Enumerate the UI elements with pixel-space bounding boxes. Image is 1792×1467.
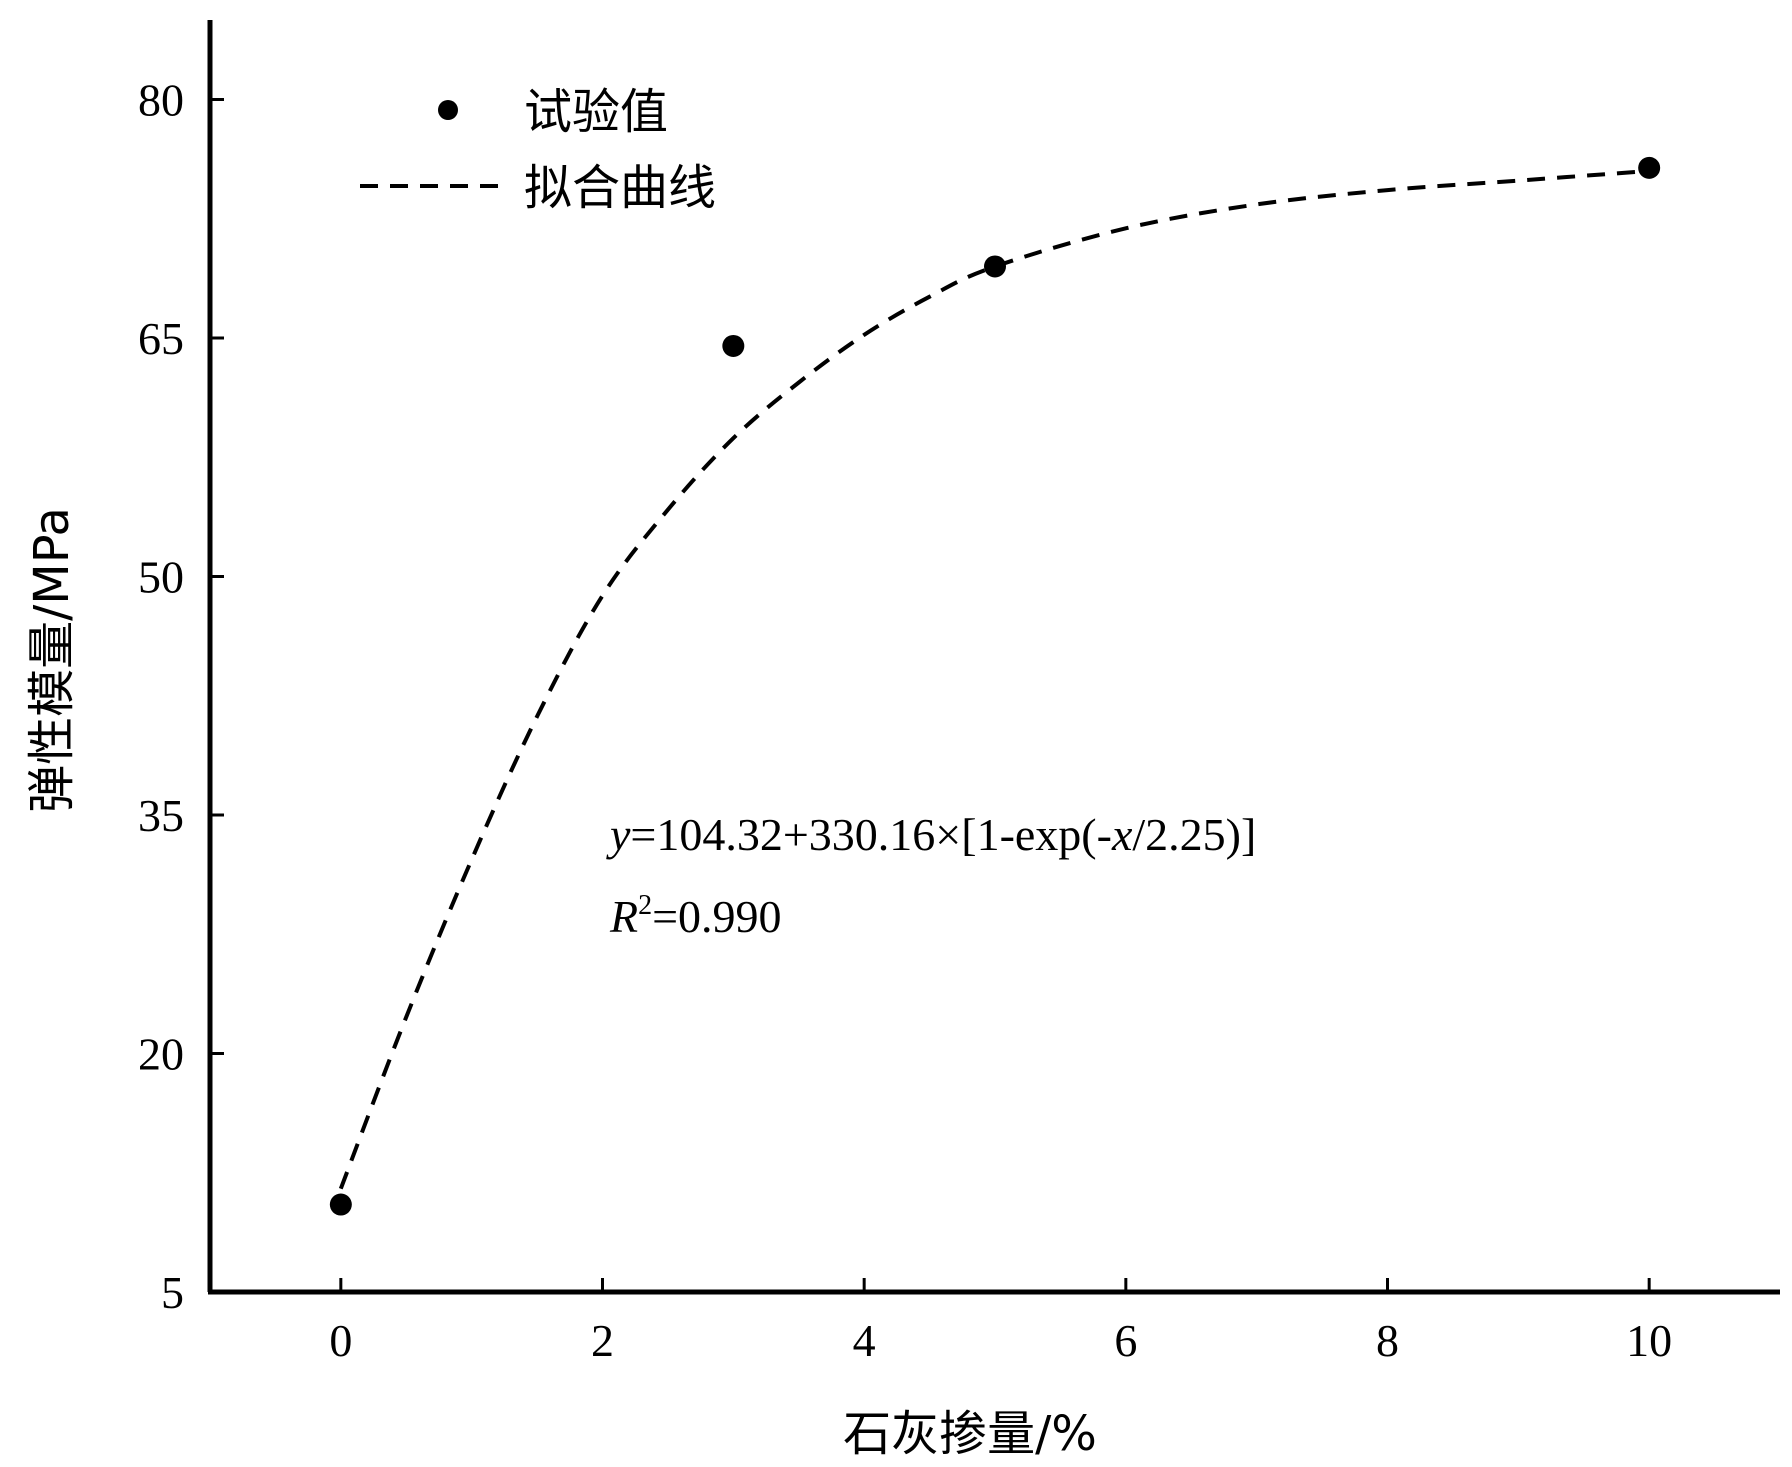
data-points	[329, 156, 1661, 1216]
x-axis-title: 石灰掺量/%	[843, 1406, 1097, 1462]
x-tick-label: 6	[1114, 1315, 1137, 1366]
fit-curve-line	[338, 169, 1650, 1190]
y-tick-label: 5	[161, 1267, 184, 1318]
y-tick-label: 65	[138, 313, 184, 364]
ticks: 0 2 4 6 8 10 5 20 35 50 65 80	[138, 75, 1672, 1367]
x-tick-label: 2	[591, 1315, 614, 1366]
data-point	[1638, 156, 1661, 179]
fit-curve	[338, 169, 1650, 1190]
legend-label-fit-curve: 拟合曲线	[524, 160, 716, 216]
legend-marker-test-values	[438, 100, 458, 120]
y-tick-label: 50	[138, 552, 184, 603]
y-tick-label: 80	[138, 75, 184, 126]
axes	[207, 20, 1780, 1295]
legend-label-test-values: 试验值	[524, 84, 668, 140]
y-axis-title: 弹性模量/MPa	[24, 507, 80, 813]
x-tick-label: 10	[1626, 1315, 1672, 1366]
y-tick-label: 35	[138, 790, 184, 841]
x-tick-label: 4	[853, 1315, 876, 1366]
legend: 试验值 拟合曲线	[360, 84, 716, 216]
r-squared-annotation: R2=0.990	[609, 890, 782, 942]
equation-annotation: y=104.32+330.16×[1-exp(-x/2.25)]	[606, 809, 1256, 860]
x-tick-label: 0	[329, 1315, 352, 1366]
y-tick-label: 20	[138, 1029, 184, 1080]
x-tick-label: 8	[1376, 1315, 1399, 1366]
data-point	[329, 1193, 352, 1216]
data-point	[984, 255, 1006, 278]
data-point	[722, 334, 745, 357]
